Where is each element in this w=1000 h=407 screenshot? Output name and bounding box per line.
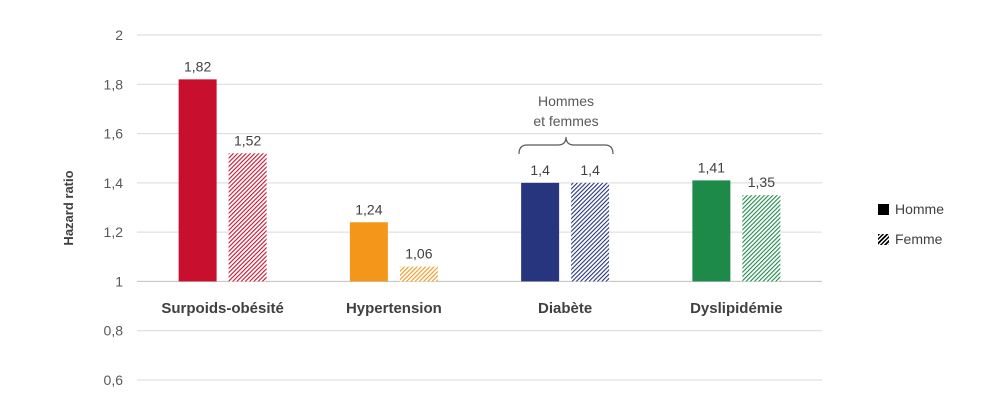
data-label: 1,41 — [698, 159, 725, 175]
annotation-line-2: et femmes — [533, 113, 598, 129]
data-label: 1,82 — [184, 58, 211, 74]
data-label: 1,24 — [355, 201, 382, 217]
legend-swatch-hatched — [878, 233, 889, 245]
bar-homme — [692, 180, 731, 282]
y-tick-label: 0,8 — [104, 323, 124, 339]
y-tick-label: 2 — [115, 27, 123, 43]
category-label: Hypertension — [346, 300, 442, 317]
bar-homme — [349, 222, 388, 282]
data-label: 1,4 — [580, 162, 600, 178]
legend-swatch-solid — [878, 203, 889, 215]
category-label: Surpoids-obésité — [161, 300, 284, 317]
legend-item-femme: Femme — [878, 224, 944, 254]
category-label: Diabète — [538, 300, 592, 317]
y-tick-label: 1,8 — [104, 76, 124, 92]
diabete-annotation: Hommes et femmes — [518, 93, 614, 155]
bars: 1,82 1,52 Surpoids-obésité 1,24 1,06 Hyperten… — [161, 58, 782, 317]
bar-homme — [521, 182, 560, 282]
bar-femme — [742, 195, 781, 282]
data-label: 1,52 — [234, 132, 261, 148]
y-axis-label: Hazard ratio — [61, 170, 76, 245]
y-tick-label: 1,2 — [104, 224, 124, 240]
y-tick-label: 1,6 — [104, 126, 124, 142]
legend-item-homme: Homme — [878, 194, 944, 224]
legend-label-homme: Homme — [895, 201, 945, 217]
y-tick-label: 1,4 — [104, 175, 124, 191]
annotation-brace — [518, 136, 614, 155]
bar-femme — [228, 153, 267, 282]
data-label: 1,35 — [748, 174, 775, 190]
bar-femme — [571, 182, 610, 282]
data-label: 1,4 — [530, 162, 550, 178]
annotation-line-1: Hommes — [538, 93, 594, 109]
legend-label-femme: Femme — [895, 231, 943, 247]
data-label: 1,06 — [405, 246, 432, 262]
category-label: Dyslipidémie — [690, 300, 783, 317]
y-tick-label: 0,6 — [104, 372, 124, 388]
y-tick-label: 1 — [115, 273, 123, 289]
y-axis-ticks: 0,6 0,8 1 1,2 1,4 1,6 1,8 2 — [104, 27, 124, 388]
legend: Homme Femme — [878, 194, 944, 254]
bar-femme — [399, 266, 438, 282]
bar-homme — [178, 79, 217, 282]
